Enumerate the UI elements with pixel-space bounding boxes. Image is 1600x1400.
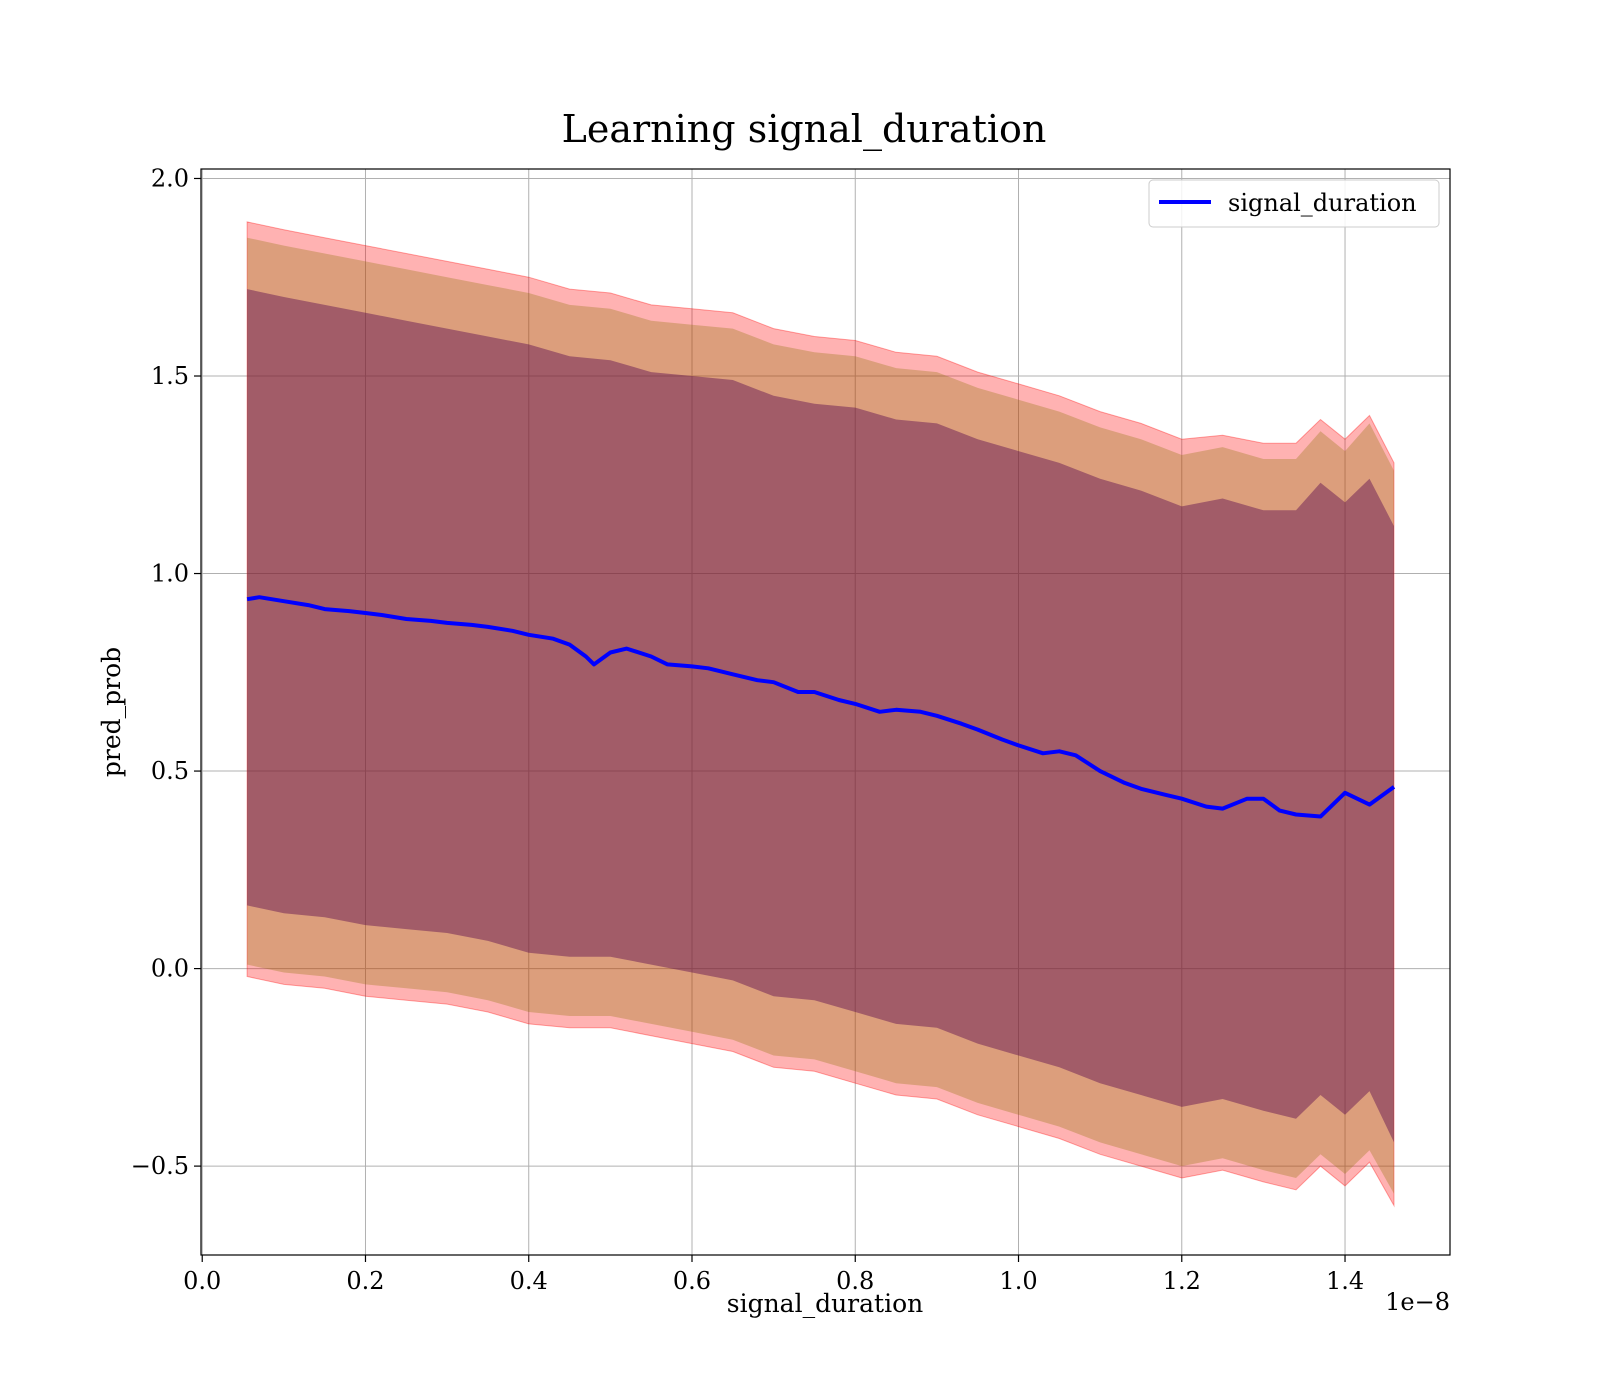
x-tick-label: 1.0 bbox=[999, 1267, 1037, 1295]
y-tick-label: 0.5 bbox=[151, 757, 189, 785]
legend: signal_duration bbox=[1148, 179, 1440, 228]
x-axis-ticks: 0.0 0.2 0.4 0.6 0.8 1.0 1.2 1.4 bbox=[183, 1255, 1364, 1295]
y-tick-label: 1.5 bbox=[151, 362, 189, 390]
inner-band bbox=[247, 289, 1395, 1143]
x-tick-label: 0.4 bbox=[510, 1267, 548, 1295]
outer-band bbox=[246, 221, 1395, 1208]
y-tick-label: −0.5 bbox=[131, 1152, 189, 1180]
y-tick-label: 0.0 bbox=[151, 955, 189, 983]
x-tick-label: 0.0 bbox=[183, 1267, 221, 1295]
legend-label: signal_duration bbox=[1228, 189, 1417, 217]
plot-frame bbox=[200, 168, 1451, 1256]
middle-band bbox=[247, 237, 1395, 1194]
x-tick-label: 0.2 bbox=[346, 1267, 384, 1295]
chart-title: Learning signal_duration bbox=[562, 107, 1047, 152]
confidence-bands bbox=[246, 221, 1395, 1208]
x-tick-label: 0.6 bbox=[673, 1267, 711, 1295]
series-layer bbox=[246, 595, 1396, 819]
x-axis-offset-label: 1e−8 bbox=[1385, 1288, 1450, 1316]
legend-box bbox=[1148, 179, 1440, 228]
series-line-signal-duration bbox=[246, 595, 1396, 819]
x-tick-label: 1.4 bbox=[1326, 1267, 1364, 1295]
grid bbox=[201, 169, 1450, 1255]
y-tick-label: 1.0 bbox=[151, 560, 189, 588]
x-axis-label: signal_duration bbox=[727, 1289, 923, 1318]
y-axis-ticks: −0.5 0.0 0.5 1.0 1.5 2.0 bbox=[131, 164, 201, 1180]
x-tick-label: 1.2 bbox=[1163, 1267, 1201, 1295]
y-tick-label: 2.0 bbox=[151, 164, 189, 192]
y-axis-label: pred_prob bbox=[97, 647, 126, 777]
x-tick-label: 0.8 bbox=[836, 1267, 874, 1295]
